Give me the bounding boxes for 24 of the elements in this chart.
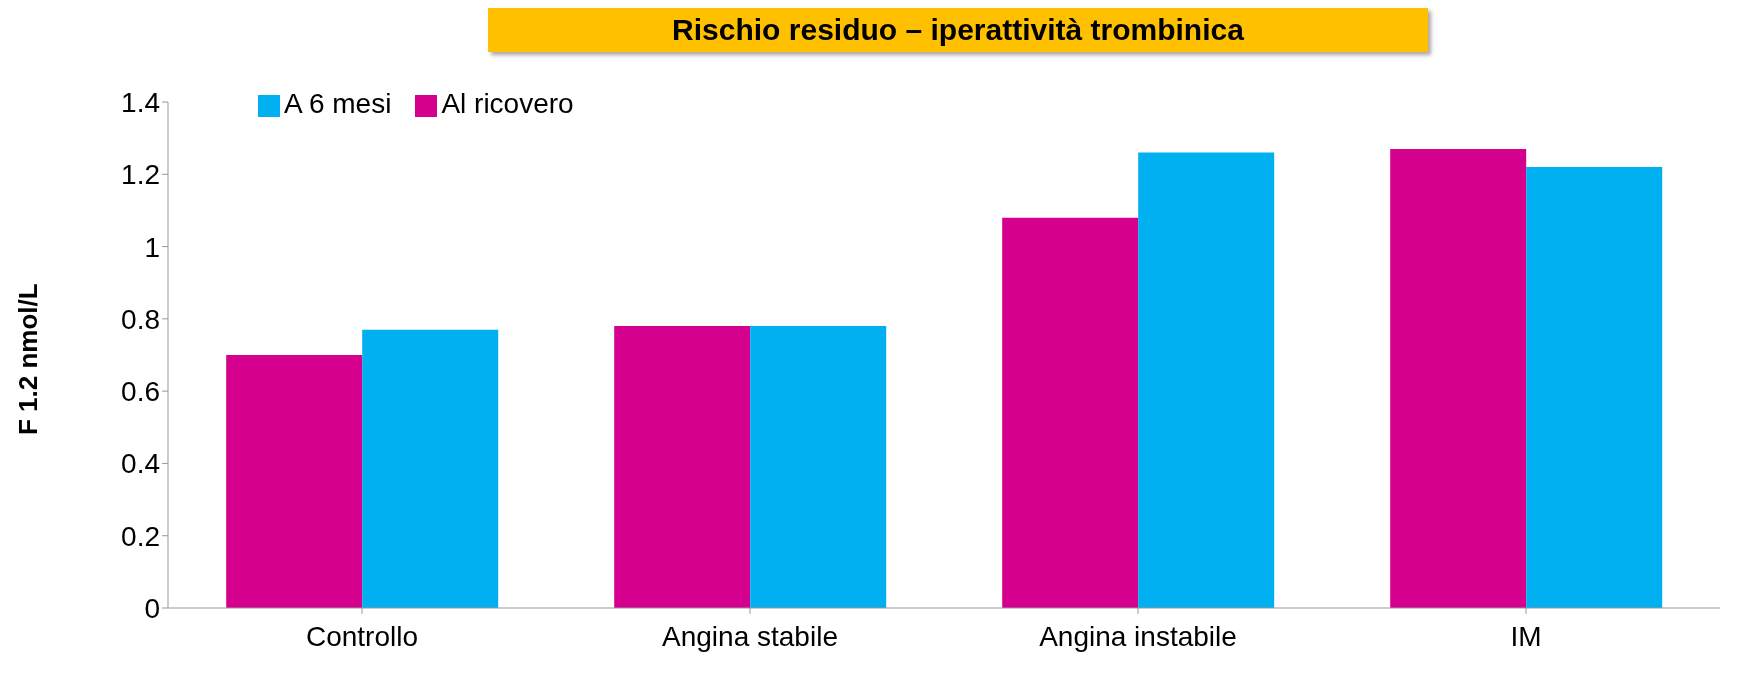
bar: [1138, 152, 1275, 608]
bar: [1526, 167, 1663, 608]
y-tick-label: 1: [144, 231, 160, 263]
bar: [362, 329, 499, 608]
bar: [614, 326, 751, 608]
legend-label: A 6 mesi: [284, 88, 392, 119]
y-tick-label: 0.4: [121, 448, 160, 480]
bar: [1390, 148, 1527, 608]
x-tick-label: IM: [1510, 620, 1542, 652]
y-tick-label: 0: [144, 592, 160, 624]
bar: [1002, 217, 1139, 608]
x-tick-label: Controllo: [305, 620, 419, 652]
bar: [750, 326, 887, 608]
y-tick-label: 1.2: [121, 159, 160, 191]
x-tick-label: Angina instabile: [1039, 620, 1237, 652]
bar: [226, 355, 363, 608]
x-tick-label: Angina stabile: [662, 620, 838, 652]
y-tick-label: 0.6: [121, 376, 160, 408]
y-tick-label: 1.4: [121, 86, 160, 118]
chart-title: Rischio residuo – iperattività trombinica: [488, 8, 1428, 52]
legend-label: Al ricovero: [441, 88, 574, 119]
y-tick-label: 0.8: [121, 303, 160, 335]
y-axis-title: F 1.2 nmol/L: [13, 283, 44, 435]
y-tick-label: 0.2: [121, 520, 160, 552]
